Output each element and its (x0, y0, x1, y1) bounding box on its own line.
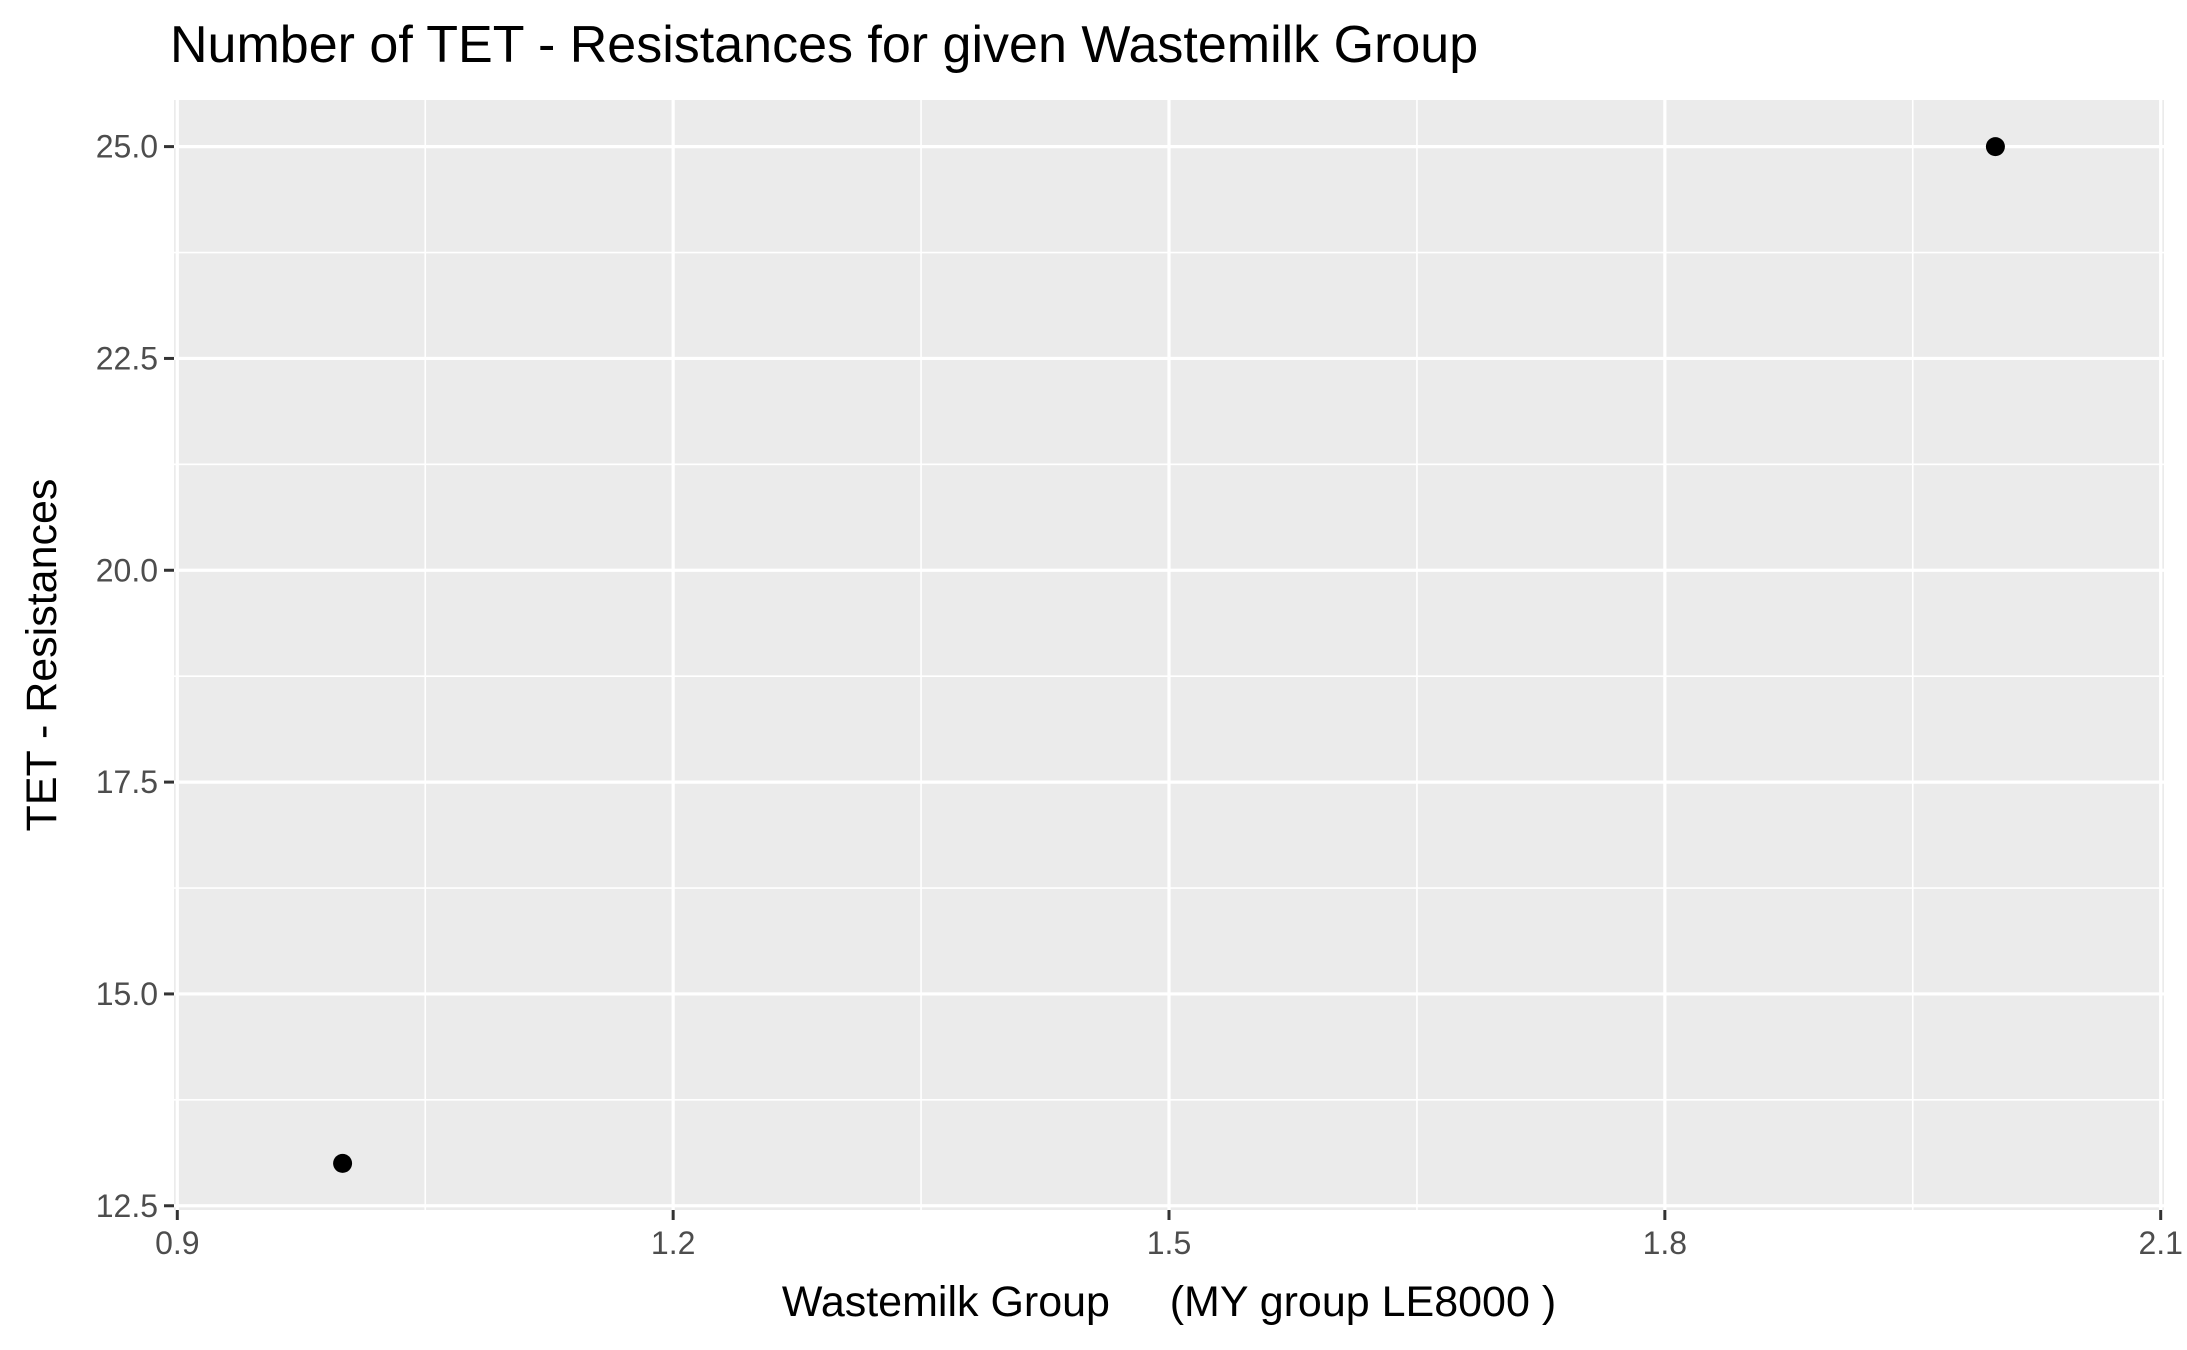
major-gridlines (174, 100, 2164, 1210)
data-points (333, 137, 2005, 1173)
y-tick-label: 25.0 (96, 129, 158, 165)
x-axis: 0.9 1.2 1.5 1.8 2.1 (155, 1210, 2183, 1261)
x-axis-title: Wastemilk Group (MY group LE8000 ) (782, 1278, 1556, 1326)
y-axis: 12.5 15.0 17.5 20.0 22.5 25.0 (96, 129, 174, 1224)
data-point (333, 1153, 353, 1173)
x-tick-label: 1.2 (651, 1225, 695, 1261)
x-tick-label: 0.9 (155, 1225, 199, 1261)
y-tick-label: 15.0 (96, 976, 158, 1012)
chart-title: Number of TET - Resistances for given Wa… (170, 16, 1478, 74)
y-axis-title: TET - Resistances (18, 479, 66, 832)
y-tick-label: 12.5 (96, 1188, 158, 1224)
x-tick-label: 2.1 (2138, 1225, 2182, 1261)
y-tick-label: 20.0 (96, 552, 158, 588)
y-tick-label: 17.5 (96, 764, 158, 800)
data-point (1985, 137, 2005, 157)
x-tick-label: 1.8 (1643, 1225, 1687, 1261)
x-tick-label: 1.5 (1147, 1225, 1191, 1261)
y-tick-label: 22.5 (96, 340, 158, 376)
